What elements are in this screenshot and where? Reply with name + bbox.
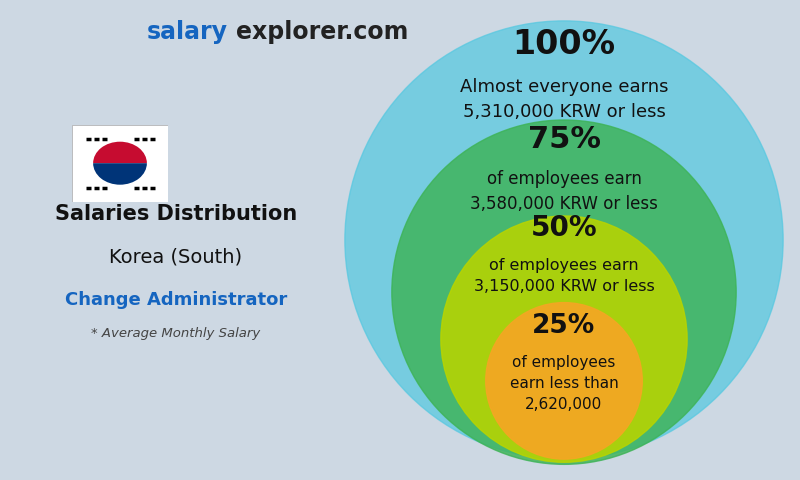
Circle shape xyxy=(345,21,783,459)
Circle shape xyxy=(392,120,736,464)
Text: Change Administrator: Change Administrator xyxy=(65,291,287,309)
Text: 25%: 25% xyxy=(532,313,596,339)
Text: of employees earn
3,580,000 KRW or less: of employees earn 3,580,000 KRW or less xyxy=(470,170,658,213)
Text: Salaries Distribution: Salaries Distribution xyxy=(55,204,297,224)
Circle shape xyxy=(441,216,687,462)
Text: of employees earn
3,150,000 KRW or less: of employees earn 3,150,000 KRW or less xyxy=(474,258,654,294)
Wedge shape xyxy=(93,142,147,163)
Text: 50%: 50% xyxy=(530,214,598,242)
Text: Almost everyone earns
5,310,000 KRW or less: Almost everyone earns 5,310,000 KRW or l… xyxy=(460,78,668,121)
Text: 100%: 100% xyxy=(513,27,615,60)
Circle shape xyxy=(486,302,642,459)
Text: explorer.com: explorer.com xyxy=(236,20,408,44)
Text: * Average Monthly Salary: * Average Monthly Salary xyxy=(91,327,261,340)
Text: 75%: 75% xyxy=(527,125,601,155)
Text: of employees
earn less than
2,620,000: of employees earn less than 2,620,000 xyxy=(510,355,618,412)
Text: salary: salary xyxy=(147,20,228,44)
Text: Korea (South): Korea (South) xyxy=(110,247,242,266)
Wedge shape xyxy=(93,163,147,185)
